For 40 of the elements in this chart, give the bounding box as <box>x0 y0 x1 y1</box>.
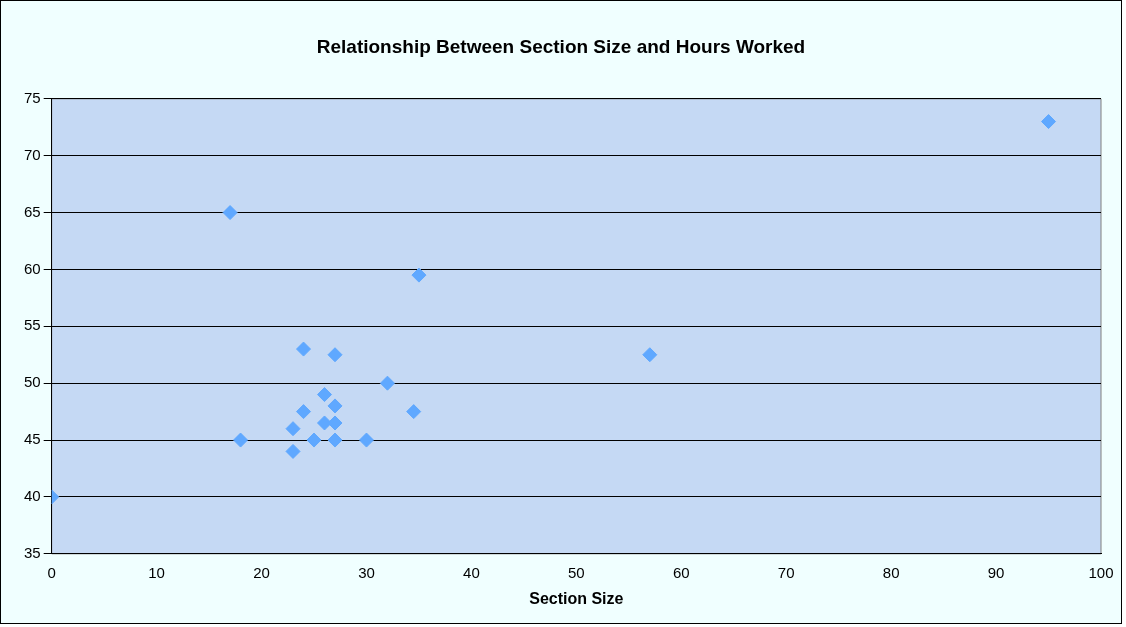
point <box>327 347 343 363</box>
chart-title: Relationship Between Section Size and Hours Worked <box>316 35 806 57</box>
y-tick-label: 35 <box>24 543 41 561</box>
x-tick-label: 50 <box>568 563 585 581</box>
point <box>411 267 427 283</box>
point <box>327 398 343 414</box>
x-tick-label: 80 <box>882 563 900 581</box>
point <box>642 347 658 363</box>
y-tick-label: 40 <box>24 487 41 505</box>
point <box>296 341 312 357</box>
point <box>306 432 322 448</box>
point <box>379 375 395 391</box>
x-tick-label: 0 <box>47 563 56 581</box>
y-tick-label: 45 <box>24 430 41 448</box>
x-tick-label: 60 <box>672 563 690 581</box>
x-axis-title: Section Size <box>529 589 624 607</box>
x-tick-label: 70 <box>777 563 795 581</box>
point <box>285 443 301 459</box>
y-tick-label: 70 <box>24 145 41 163</box>
point <box>222 205 238 221</box>
point <box>406 404 422 420</box>
y-tick-label: 60 <box>24 259 41 277</box>
x-tick-label: 20 <box>253 563 270 581</box>
y-tick-label: 55 <box>24 316 41 334</box>
x-tick-label: 40 <box>463 563 480 581</box>
point <box>327 432 343 448</box>
point <box>285 421 301 437</box>
x-tick-label: 90 <box>987 563 1005 581</box>
x-tick-label: 100 <box>1088 563 1114 581</box>
point <box>358 432 374 448</box>
point <box>233 432 249 448</box>
y-tick-label: 50 <box>24 373 41 391</box>
x-tick-label: 30 <box>358 563 375 581</box>
x-tick-label: 10 <box>148 563 165 581</box>
point <box>296 404 312 420</box>
point <box>317 387 333 403</box>
point <box>327 415 343 431</box>
point <box>1041 114 1057 130</box>
y-tick-label: 65 <box>24 202 41 220</box>
y-tick-label: 75 <box>24 88 41 106</box>
